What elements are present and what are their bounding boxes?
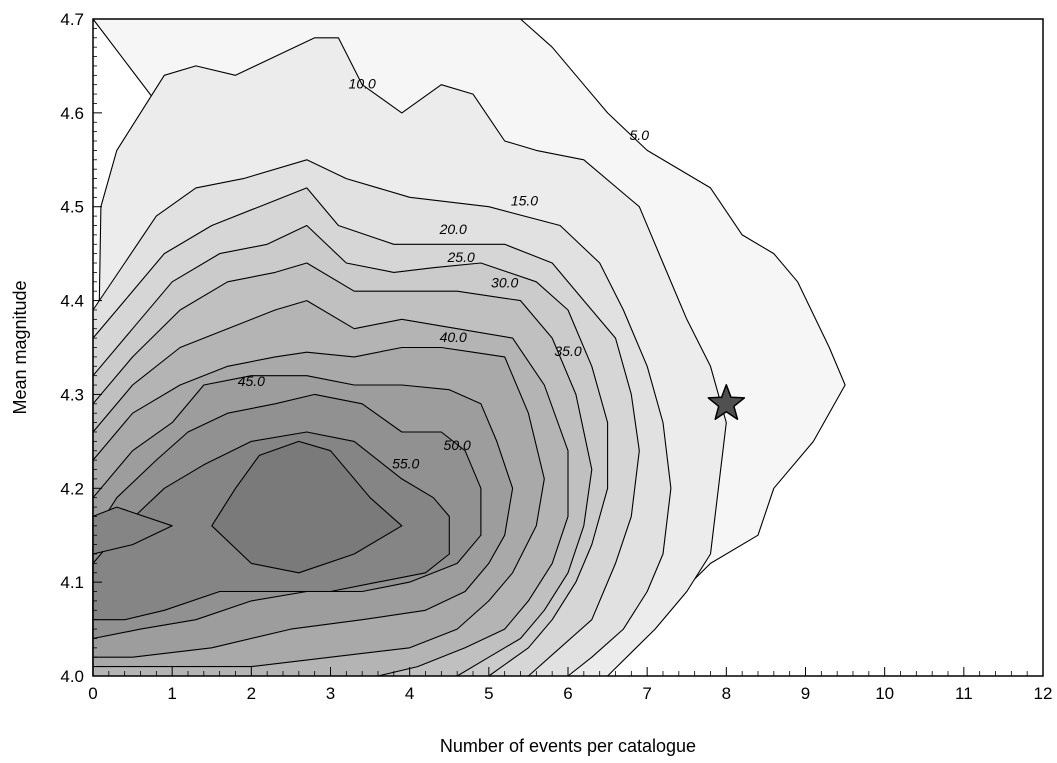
contour-labels-layer: 5.0 10.0 15.0 20.0 25.0 30.0 35.0 40.0 45.0 50.0 5… bbox=[238, 75, 649, 471]
x-tick-label: 12 bbox=[1034, 684, 1053, 703]
star-marker bbox=[707, 384, 746, 420]
y-tick-label: 4.2 bbox=[60, 479, 84, 498]
y-tick-label: 4.7 bbox=[60, 10, 84, 29]
x-axis-title: Number of events per catalogue bbox=[440, 736, 696, 756]
y-tick-label: 4.6 bbox=[60, 104, 84, 123]
x-tick-label: 3 bbox=[326, 684, 335, 703]
x-tick-label: 4 bbox=[405, 684, 414, 703]
contour-line-55 bbox=[211, 440, 403, 574]
contour-label: 30.0 bbox=[491, 274, 518, 290]
x-tick-label: 8 bbox=[722, 684, 731, 703]
ticks-layer: 0 1 2 3 4 5 6 7 8 9 10 11 124.04.14.24.34.44.54.64.7 bbox=[60, 10, 1052, 703]
x-tick-label: 7 bbox=[642, 684, 651, 703]
x-tick-label: 11 bbox=[955, 684, 973, 703]
x-tick-label: 1 bbox=[167, 684, 176, 703]
contour-label: 45.0 bbox=[238, 373, 265, 389]
contour-layer bbox=[92, 18, 846, 677]
x-tick-label: 2 bbox=[247, 684, 256, 703]
y-tick-label: 4.1 bbox=[60, 573, 84, 592]
contour-label: 5.0 bbox=[630, 127, 650, 143]
y-axis-title: Mean magnitude bbox=[10, 280, 30, 414]
contour-label: 15.0 bbox=[511, 193, 538, 209]
x-tick-label: 10 bbox=[875, 684, 894, 703]
contour-label: 25.0 bbox=[447, 249, 475, 265]
contour-label: 20.0 bbox=[439, 221, 467, 237]
x-tick-label: 9 bbox=[801, 684, 810, 703]
marker-layer bbox=[707, 384, 746, 420]
contour-label: 40.0 bbox=[440, 329, 467, 345]
contour-label: 10.0 bbox=[349, 75, 376, 91]
y-tick-label: 4.0 bbox=[60, 667, 84, 686]
y-tick-label: 4.5 bbox=[60, 198, 84, 217]
contour-label: 35.0 bbox=[554, 343, 581, 359]
y-tick-label: 4.3 bbox=[60, 385, 84, 404]
x-tick-label: 0 bbox=[88, 684, 97, 703]
contour-label: 50.0 bbox=[444, 437, 471, 453]
contour-label: 55.0 bbox=[392, 456, 419, 472]
x-tick-label: 6 bbox=[563, 684, 572, 703]
y-tick-label: 4.4 bbox=[60, 292, 84, 311]
x-tick-label: 5 bbox=[484, 684, 493, 703]
